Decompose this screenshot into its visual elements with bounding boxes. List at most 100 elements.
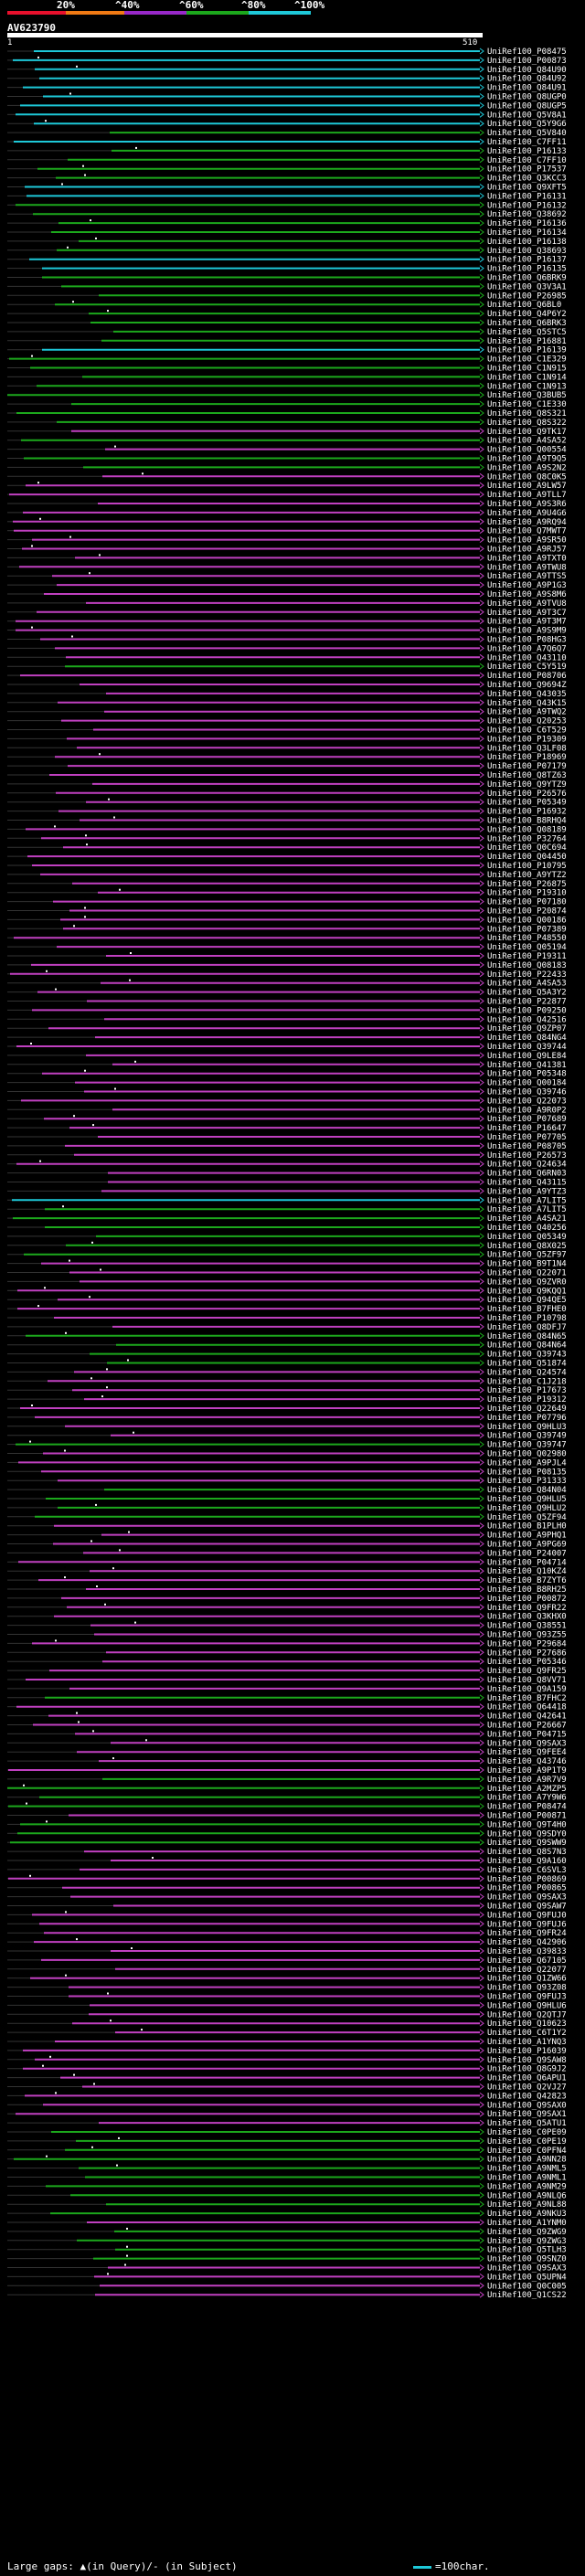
- hit-row[interactable]: UniRef100_Q9SDY0: [7, 1829, 567, 1839]
- hit-row[interactable]: UniRef100_P16132: [7, 201, 567, 210]
- hit-row[interactable]: UniRef100_A9NKU3: [7, 2210, 567, 2219]
- hit-row[interactable]: UniRef100_A1YNM0: [7, 2219, 567, 2228]
- hit-row[interactable]: UniRef100_A9S3R6: [7, 500, 567, 509]
- hit-row[interactable]: UniRef100_Q3BUB5: [7, 391, 567, 400]
- hit-row[interactable]: UniRef100_P16136: [7, 219, 567, 228]
- hit-row[interactable]: UniRef100_Q22077: [7, 1966, 567, 1975]
- hit-row[interactable]: UniRef100_Q5TLH3: [7, 2245, 567, 2255]
- hit-row[interactable]: UniRef100_Q05194: [7, 943, 567, 952]
- hit-row[interactable]: UniRef100_Q8S322: [7, 419, 567, 428]
- hit-row[interactable]: UniRef100_Q84NG4: [7, 1034, 567, 1043]
- hit-row[interactable]: UniRef100_C5Y519: [7, 663, 567, 672]
- hit-row[interactable]: UniRef100_A7LIT5: [7, 1196, 567, 1205]
- hit-row[interactable]: UniRef100_P26573: [7, 1151, 567, 1161]
- hit-row[interactable]: UniRef100_Q3LF08: [7, 744, 567, 753]
- hit-row[interactable]: UniRef100_A9P1T9: [7, 1766, 567, 1776]
- hit-row[interactable]: UniRef100_B7FHC2: [7, 1694, 567, 1703]
- hit-row[interactable]: UniRef100_P16647: [7, 1124, 567, 1133]
- hit-row[interactable]: UniRef100_Q3KCC3: [7, 174, 567, 184]
- hit-row[interactable]: UniRef100_P16135: [7, 265, 567, 274]
- hit-row[interactable]: UniRef100_Q39833: [7, 1947, 567, 1956]
- hit-row[interactable]: UniRef100_A9T3C7: [7, 609, 567, 618]
- hit-row[interactable]: UniRef100_P00869: [7, 1874, 567, 1884]
- hit-row[interactable]: UniRef100_Q41381: [7, 1060, 567, 1070]
- hit-row[interactable]: UniRef100_Q9ZWG3: [7, 2237, 567, 2246]
- hit-row[interactable]: UniRef100_Q9XFT5: [7, 183, 567, 193]
- hit-row[interactable]: UniRef100_Q9FR25: [7, 1667, 567, 1676]
- hit-row[interactable]: UniRef100_Q22649: [7, 1405, 567, 1414]
- hit-row[interactable]: UniRef100_C0PE09: [7, 2128, 567, 2137]
- hit-row[interactable]: UniRef100_P09250: [7, 1006, 567, 1015]
- hit-row[interactable]: UniRef100_A9S2N2: [7, 463, 567, 472]
- hit-row[interactable]: UniRef100_A9NML5: [7, 2164, 567, 2174]
- hit-row[interactable]: UniRef100_P16137: [7, 256, 567, 265]
- hit-row[interactable]: UniRef100_Q42823: [7, 2092, 567, 2101]
- hit-row[interactable]: UniRef100_Q8G9J2: [7, 2064, 567, 2074]
- hit-row[interactable]: UniRef100_P27686: [7, 1648, 567, 1658]
- hit-row[interactable]: UniRef100_A9U4G6: [7, 509, 567, 518]
- hit-row[interactable]: UniRef100_Q20253: [7, 717, 567, 726]
- hit-row[interactable]: UniRef100_Q8S321: [7, 409, 567, 419]
- hit-row[interactable]: UniRef100_C7FF11: [7, 138, 567, 147]
- hit-row[interactable]: UniRef100_Q9694Z: [7, 681, 567, 690]
- hit-row[interactable]: UniRef100_Q40256: [7, 1224, 567, 1233]
- hit-row[interactable]: UniRef100_Q1ZW66: [7, 1974, 567, 1984]
- hit-row[interactable]: UniRef100_A9TWU8: [7, 563, 567, 572]
- hit-row[interactable]: UniRef100_Q7MWT7: [7, 527, 567, 536]
- hit-row[interactable]: UniRef100_A9YTZ3: [7, 1187, 567, 1196]
- hit-row[interactable]: UniRef100_Q5STC5: [7, 328, 567, 337]
- hit-row[interactable]: UniRef100_Q6RN03: [7, 1170, 567, 1179]
- hit-row[interactable]: UniRef100_Q84N04: [7, 1486, 567, 1495]
- hit-row[interactable]: UniRef100_Q5ATU1: [7, 2119, 567, 2128]
- hit-row[interactable]: UniRef100_A9T9Q5: [7, 455, 567, 464]
- hit-row[interactable]: UniRef100_Q5ZF97: [7, 1251, 567, 1260]
- hit-row[interactable]: UniRef100_P08706: [7, 672, 567, 681]
- hit-row[interactable]: UniRef100_P07689: [7, 1115, 567, 1124]
- hit-row[interactable]: UniRef100_Q42641: [7, 1712, 567, 1722]
- hit-row[interactable]: UniRef100_Q22071: [7, 1268, 567, 1278]
- hit-row[interactable]: UniRef100_P08705: [7, 1142, 567, 1151]
- hit-row[interactable]: UniRef100_P17537: [7, 164, 567, 175]
- hit-row[interactable]: UniRef100_Q9YTZ9: [7, 780, 567, 790]
- hit-row[interactable]: UniRef100_C6T529: [7, 726, 567, 736]
- hit-row[interactable]: UniRef100_A9R7V9: [7, 1776, 567, 1785]
- hit-row[interactable]: UniRef100_Q9SAX3: [7, 1739, 567, 1748]
- hit-row[interactable]: UniRef100_Q10KZ4: [7, 1567, 567, 1576]
- hit-row[interactable]: UniRef100_C1J218: [7, 1377, 567, 1386]
- hit-row[interactable]: UniRef100_Q94QE5: [7, 1296, 567, 1305]
- hit-row[interactable]: UniRef100_Q9ZP07: [7, 1024, 567, 1034]
- hit-row[interactable]: UniRef100_Q00184: [7, 1079, 567, 1088]
- hit-row[interactable]: UniRef100_Q00554: [7, 445, 567, 455]
- hit-row[interactable]: UniRef100_Q93Z08: [7, 1984, 567, 1993]
- hit-row[interactable]: UniRef100_P29684: [7, 1639, 567, 1648]
- hit-row[interactable]: UniRef100_Q9FUJ6: [7, 1920, 567, 1929]
- hit-row[interactable]: UniRef100_B8RHQ4: [7, 816, 567, 826]
- hit-row[interactable]: UniRef100_Q24634: [7, 1160, 567, 1170]
- hit-row[interactable]: UniRef100_Q04450: [7, 853, 567, 862]
- hit-row[interactable]: UniRef100_Q5UPN4: [7, 2273, 567, 2282]
- hit-row[interactable]: UniRef100_P26985: [7, 292, 567, 301]
- hit-row[interactable]: UniRef100_P16133: [7, 146, 567, 156]
- hit-row[interactable]: UniRef100_P32764: [7, 834, 567, 843]
- hit-row[interactable]: UniRef100_A9T3M7: [7, 618, 567, 627]
- hit-row[interactable]: UniRef100_P05348: [7, 1069, 567, 1079]
- hit-row[interactable]: UniRef100_Q43K15: [7, 699, 567, 708]
- hit-row[interactable]: UniRef100_Q43115: [7, 1179, 567, 1188]
- hit-row[interactable]: UniRef100_Q39747: [7, 1440, 567, 1450]
- hit-row[interactable]: UniRef100_Q42516: [7, 1015, 567, 1024]
- hit-row[interactable]: UniRef100_A9RJ57: [7, 545, 567, 555]
- hit-row[interactable]: UniRef100_A9TTS5: [7, 572, 567, 581]
- hit-row[interactable]: UniRef100_Q9LE84: [7, 1052, 567, 1061]
- hit-row[interactable]: UniRef100_A7LIT5: [7, 1205, 567, 1214]
- hit-row[interactable]: UniRef100_Q8UGP0: [7, 92, 567, 102]
- hit-row[interactable]: UniRef100_Q6APU1: [7, 2073, 567, 2083]
- hit-row[interactable]: UniRef100_Q9FUJ3: [7, 1992, 567, 2002]
- hit-row[interactable]: UniRef100_P05346: [7, 1658, 567, 1667]
- hit-row[interactable]: UniRef100_P22877: [7, 998, 567, 1007]
- hit-row[interactable]: UniRef100_P04714: [7, 1558, 567, 1567]
- hit-row[interactable]: UniRef100_Q84N64: [7, 1341, 567, 1351]
- hit-row[interactable]: UniRef100_A9NN28: [7, 2155, 567, 2165]
- hit-row[interactable]: UniRef100_Q9FR22: [7, 1603, 567, 1613]
- hit-row[interactable]: UniRef100_C6SVL3: [7, 1866, 567, 1875]
- hit-row[interactable]: UniRef100_A9TWQ2: [7, 708, 567, 717]
